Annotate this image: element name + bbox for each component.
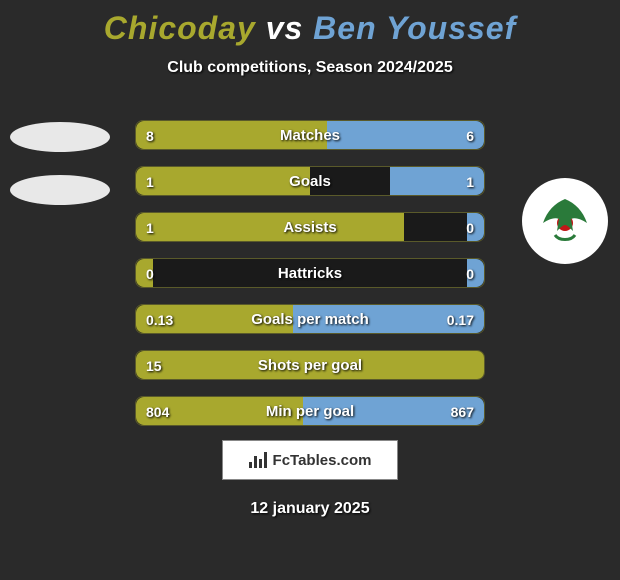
- title-player1: Chicoday: [104, 10, 256, 46]
- stat-value-left: 0.13: [136, 305, 183, 334]
- stat-value-right: 0.17: [437, 305, 484, 334]
- stat-value-left: 1: [136, 213, 164, 242]
- player2-club-badge: [522, 178, 608, 264]
- stat-label: Assists: [136, 213, 484, 242]
- stat-value-left: 1: [136, 167, 164, 196]
- stat-row: Hattricks0 0: [135, 258, 485, 288]
- stat-label: Min per goal: [136, 397, 484, 426]
- stat-value-right: 0: [456, 259, 484, 288]
- subtitle: Club competitions, Season 2024/2025: [0, 59, 620, 77]
- stat-value-left: 804: [136, 397, 179, 426]
- stat-value-left: 15: [136, 351, 172, 380]
- stat-row: Goals per match0.13 0.17: [135, 304, 485, 334]
- stat-value-right: 0: [456, 213, 484, 242]
- stat-value-left: 0: [136, 259, 164, 288]
- stat-row: Goals1 1: [135, 166, 485, 196]
- page-title: Chicoday vs Ben Youssef: [0, 0, 620, 47]
- stat-row: Assists1 0: [135, 212, 485, 242]
- stat-value-right: [464, 351, 484, 380]
- stat-value-left: 8: [136, 121, 164, 150]
- date-text: 12 january 2025: [0, 500, 620, 518]
- stat-row: Matches8 6: [135, 120, 485, 150]
- stat-row: Min per goal804 867: [135, 396, 485, 426]
- stat-label: Shots per goal: [136, 351, 484, 380]
- stat-value-right: 1: [456, 167, 484, 196]
- stat-label: Goals: [136, 167, 484, 196]
- brand-badge: FcTables.com: [222, 440, 398, 480]
- eagle-icon: [535, 191, 595, 251]
- bars-icon: [249, 452, 267, 468]
- title-vs: vs: [266, 10, 304, 46]
- stat-label: Goals per match: [136, 305, 484, 334]
- player1-club-placeholder: [10, 175, 110, 205]
- stat-label: Matches: [136, 121, 484, 150]
- brand-text: FcTables.com: [273, 452, 372, 469]
- stat-row: Shots per goal15: [135, 350, 485, 380]
- player1-photo-placeholder: [10, 122, 110, 152]
- title-player2: Ben Youssef: [313, 10, 516, 46]
- stats-container: Matches86Goals11Assists10Hattricks00Goal…: [135, 120, 485, 442]
- stat-value-right: 867: [441, 397, 484, 426]
- stat-value-right: 6: [456, 121, 484, 150]
- stat-label: Hattricks: [136, 259, 484, 288]
